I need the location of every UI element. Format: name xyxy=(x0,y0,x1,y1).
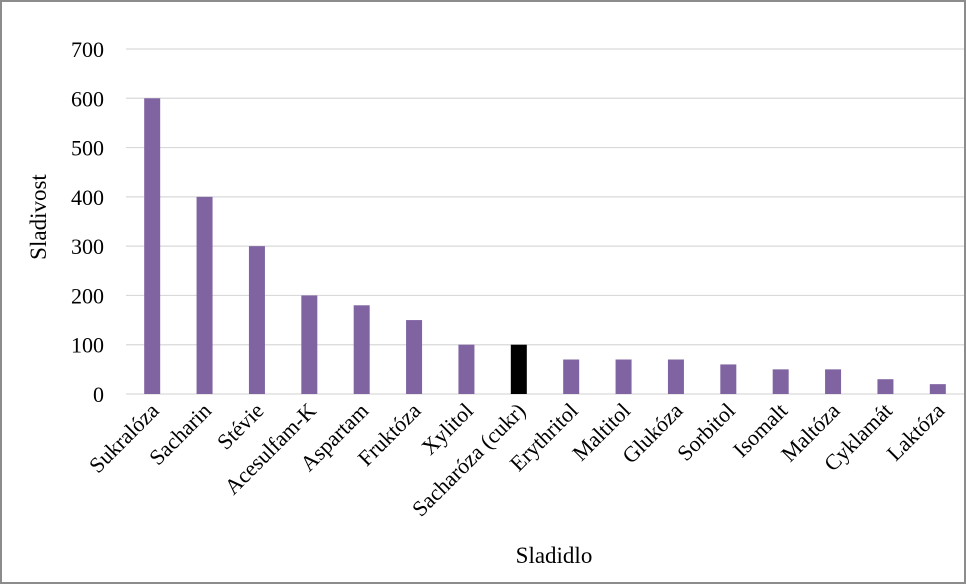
y-axis-ticks: 0 100 200 300 400 500 600 700 xyxy=(71,37,104,407)
bar xyxy=(301,295,317,394)
bar xyxy=(144,98,160,394)
x-axis-ticks: SukralózaSacharinStévieAcesulfam-KAspart… xyxy=(84,398,950,522)
y-tick-label: 300 xyxy=(71,234,104,259)
bar xyxy=(720,364,736,394)
bar xyxy=(668,360,684,395)
y-tick-label: 200 xyxy=(71,283,104,308)
y-tick-label: 600 xyxy=(71,86,104,111)
y-tick-label: 400 xyxy=(71,185,104,210)
bar xyxy=(197,197,213,394)
bar xyxy=(877,379,893,394)
y-axis-title: Sladivost xyxy=(26,174,51,260)
bar xyxy=(773,369,789,394)
bar xyxy=(458,345,474,394)
y-tick-label: 700 xyxy=(71,37,104,62)
y-tick-label: 0 xyxy=(93,382,104,407)
y-tick-label: 500 xyxy=(71,136,104,161)
x-tick-label: Sukralóza xyxy=(84,398,164,478)
bar xyxy=(825,369,841,394)
x-tick-label: Laktóza xyxy=(882,398,950,466)
bar xyxy=(406,320,422,394)
x-axis-title: Sladidlo xyxy=(516,543,593,568)
x-tick-label: Sorbitol xyxy=(672,398,740,466)
bar xyxy=(616,360,632,395)
bar xyxy=(563,360,579,395)
bar xyxy=(249,246,265,394)
bar xyxy=(930,384,946,394)
bar xyxy=(354,305,370,394)
bar xyxy=(511,345,527,394)
y-tick-label: 100 xyxy=(71,333,104,358)
